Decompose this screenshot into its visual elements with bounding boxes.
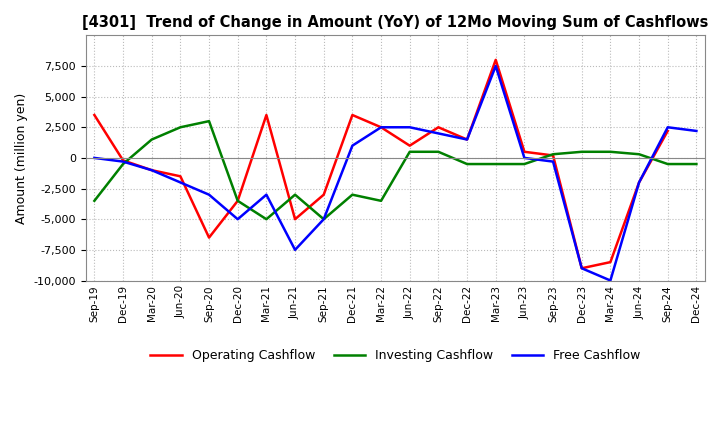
Operating Cashflow — [148, 168, 156, 173]
Free Cashflow — [204, 192, 213, 197]
Operating Cashflow — [176, 174, 185, 179]
Investing Cashflow — [348, 192, 356, 197]
Investing Cashflow — [692, 161, 701, 167]
Free Cashflow — [549, 159, 557, 164]
Operating Cashflow — [492, 57, 500, 62]
Operating Cashflow — [463, 137, 472, 142]
Free Cashflow — [405, 125, 414, 130]
Free Cashflow — [606, 278, 615, 283]
Free Cashflow — [148, 168, 156, 173]
Investing Cashflow — [663, 161, 672, 167]
Line: Investing Cashflow: Investing Cashflow — [94, 121, 696, 219]
Operating Cashflow — [635, 180, 644, 185]
Line: Operating Cashflow: Operating Cashflow — [94, 60, 667, 268]
Investing Cashflow — [606, 149, 615, 154]
Operating Cashflow — [405, 143, 414, 148]
Operating Cashflow — [434, 125, 443, 130]
Free Cashflow — [692, 128, 701, 134]
Investing Cashflow — [549, 152, 557, 157]
Operating Cashflow — [291, 216, 300, 222]
Investing Cashflow — [405, 149, 414, 154]
Free Cashflow — [377, 125, 385, 130]
Free Cashflow — [463, 137, 472, 142]
Operating Cashflow — [320, 192, 328, 197]
Operating Cashflow — [520, 149, 528, 154]
Operating Cashflow — [233, 198, 242, 203]
Investing Cashflow — [520, 161, 528, 167]
Free Cashflow — [262, 192, 271, 197]
Operating Cashflow — [606, 260, 615, 265]
Operating Cashflow — [90, 112, 99, 117]
Free Cashflow — [577, 266, 586, 271]
Free Cashflow — [291, 247, 300, 253]
Investing Cashflow — [262, 216, 271, 222]
Operating Cashflow — [577, 266, 586, 271]
Investing Cashflow — [320, 216, 328, 222]
Operating Cashflow — [663, 128, 672, 134]
Investing Cashflow — [233, 198, 242, 203]
Operating Cashflow — [377, 125, 385, 130]
Investing Cashflow — [463, 161, 472, 167]
Title: [4301]  Trend of Change in Amount (YoY) of 12Mo Moving Sum of Cashflows: [4301] Trend of Change in Amount (YoY) o… — [82, 15, 708, 30]
Investing Cashflow — [176, 125, 185, 130]
Line: Free Cashflow: Free Cashflow — [94, 66, 696, 281]
Free Cashflow — [520, 155, 528, 161]
Operating Cashflow — [348, 112, 356, 117]
Investing Cashflow — [204, 118, 213, 124]
Free Cashflow — [663, 125, 672, 130]
Operating Cashflow — [119, 158, 127, 163]
Operating Cashflow — [549, 153, 557, 158]
Investing Cashflow — [291, 192, 300, 197]
Investing Cashflow — [90, 198, 99, 203]
Free Cashflow — [119, 159, 127, 164]
Free Cashflow — [635, 180, 644, 185]
Free Cashflow — [434, 131, 443, 136]
Free Cashflow — [320, 216, 328, 222]
Investing Cashflow — [119, 161, 127, 167]
Free Cashflow — [492, 63, 500, 69]
Investing Cashflow — [577, 149, 586, 154]
Operating Cashflow — [204, 235, 213, 240]
Y-axis label: Amount (million yen): Amount (million yen) — [15, 92, 28, 224]
Free Cashflow — [233, 216, 242, 222]
Free Cashflow — [90, 155, 99, 161]
Operating Cashflow — [262, 112, 271, 117]
Investing Cashflow — [492, 161, 500, 167]
Investing Cashflow — [148, 137, 156, 142]
Free Cashflow — [348, 143, 356, 148]
Investing Cashflow — [635, 152, 644, 157]
Free Cashflow — [176, 180, 185, 185]
Investing Cashflow — [377, 198, 385, 203]
Legend: Operating Cashflow, Investing Cashflow, Free Cashflow: Operating Cashflow, Investing Cashflow, … — [145, 345, 645, 367]
Investing Cashflow — [434, 149, 443, 154]
